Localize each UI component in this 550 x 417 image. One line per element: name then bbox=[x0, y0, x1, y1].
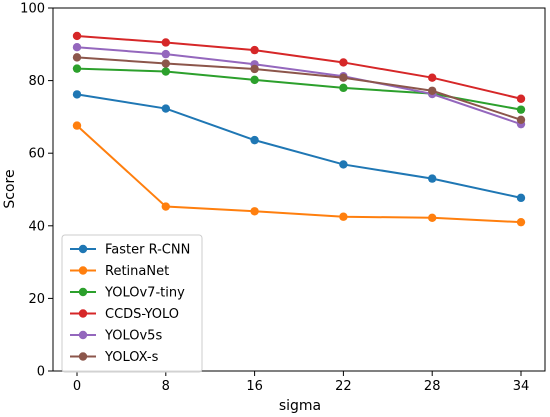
data-point bbox=[339, 58, 348, 67]
legend-box bbox=[61, 234, 203, 373]
data-point bbox=[339, 73, 348, 82]
legend-label: YOLOX-s bbox=[104, 350, 159, 365]
series-line bbox=[76, 93, 522, 199]
x-tick-label: 0 bbox=[73, 379, 81, 394]
series-line bbox=[76, 34, 522, 100]
x-tick-label: 28 bbox=[424, 379, 441, 394]
data-point bbox=[339, 212, 348, 221]
x-axis: 0 8 16 22 28 34 bbox=[73, 371, 529, 394]
series-layer bbox=[72, 31, 526, 227]
x-tick-label: 22 bbox=[335, 379, 352, 394]
legend-marker bbox=[78, 287, 88, 297]
data-point bbox=[161, 67, 170, 76]
legend-label: YOLOv5s bbox=[104, 329, 162, 344]
data-point bbox=[516, 115, 526, 125]
x-tick-label: 34 bbox=[513, 379, 530, 394]
data-point bbox=[72, 121, 82, 130]
data-point bbox=[339, 160, 348, 169]
y-tick-label: 0 bbox=[37, 365, 45, 380]
y-tick-label: 20 bbox=[28, 292, 45, 307]
series-line bbox=[76, 124, 522, 224]
y-axis: 0 20 40 60 80 100 bbox=[20, 2, 53, 380]
data-point bbox=[428, 73, 437, 82]
legend-item: YOLOv5s bbox=[70, 329, 162, 344]
y-tick-label: 60 bbox=[28, 147, 45, 162]
data-point bbox=[428, 86, 437, 95]
series-yolov7-tiny bbox=[72, 64, 526, 114]
series-retinanet bbox=[72, 121, 526, 227]
legend: Faster R-CNN RetinaNet YOLOv7-tiny CCDS-YOL… bbox=[61, 234, 203, 373]
legend-item: YOLOX-s bbox=[70, 350, 159, 365]
series-line bbox=[76, 67, 522, 111]
series-ccds-yolo bbox=[72, 31, 526, 103]
data-point bbox=[516, 217, 526, 227]
y-axis-label: Score bbox=[2, 169, 18, 208]
legend-marker bbox=[78, 330, 88, 340]
plot-area bbox=[52, 7, 546, 372]
data-point bbox=[250, 64, 259, 74]
data-point bbox=[161, 104, 170, 113]
series-line bbox=[76, 46, 522, 126]
legend-item: YOLOv7-tiny bbox=[70, 286, 185, 301]
data-point bbox=[161, 38, 170, 47]
legend-marker bbox=[78, 266, 88, 275]
y-tick-label: 100 bbox=[20, 2, 45, 17]
plot-frame bbox=[52, 7, 546, 372]
legend-marker bbox=[78, 352, 88, 361]
legend-label: CCDS-YOLO bbox=[105, 307, 179, 322]
data-point bbox=[72, 43, 82, 52]
data-point bbox=[516, 94, 526, 103]
series-yolox-s bbox=[72, 53, 526, 125]
data-point bbox=[250, 135, 259, 145]
data-point bbox=[161, 59, 170, 68]
legend-marker bbox=[78, 309, 88, 318]
data-point bbox=[250, 207, 259, 216]
series-line bbox=[76, 56, 522, 121]
legend-item: RetinaNet bbox=[70, 264, 169, 279]
x-axis-label: sigma bbox=[279, 398, 321, 414]
data-point bbox=[72, 53, 82, 62]
data-point bbox=[72, 64, 82, 73]
legend-item: Faster R-CNN bbox=[70, 243, 190, 258]
data-point bbox=[250, 75, 259, 85]
data-point bbox=[516, 193, 526, 203]
data-point bbox=[161, 49, 170, 59]
x-tick-label: 8 bbox=[162, 379, 170, 394]
data-point bbox=[339, 83, 348, 93]
legend-item: CCDS-YOLO bbox=[70, 307, 179, 322]
series-faster-r-cnn bbox=[72, 90, 526, 203]
data-point bbox=[428, 213, 437, 223]
data-point bbox=[516, 105, 526, 114]
y-tick-label: 40 bbox=[28, 219, 45, 234]
data-point bbox=[428, 174, 437, 183]
legend-label: Faster R-CNN bbox=[105, 243, 190, 258]
x-tick-label: 16 bbox=[246, 379, 263, 394]
legend-marker bbox=[78, 244, 88, 254]
y-tick-label: 80 bbox=[28, 74, 45, 89]
data-point bbox=[250, 45, 259, 55]
legend-label: YOLOv7-tiny bbox=[104, 286, 185, 301]
data-point bbox=[161, 202, 170, 211]
data-point bbox=[72, 31, 82, 41]
data-point bbox=[72, 90, 82, 99]
legend-label: RetinaNet bbox=[105, 264, 169, 279]
